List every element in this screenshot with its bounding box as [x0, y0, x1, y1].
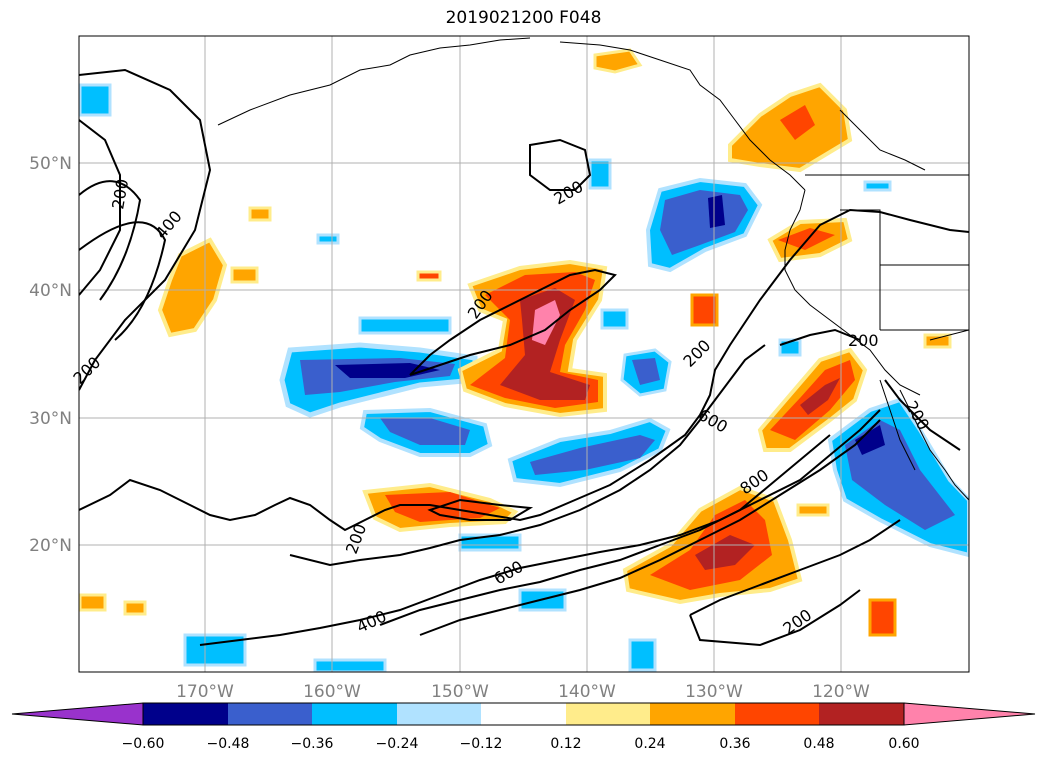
lon-label-150w: 150°W: [431, 682, 489, 702]
lat-label-30n: 30°N: [29, 409, 72, 429]
colorbar-frame: [142, 702, 905, 726]
cold-anomaly-band-core: [530, 435, 655, 475]
height-contours: [79, 68, 969, 647]
warm-anomaly-north-coast-core: [780, 105, 815, 140]
warm-anomaly-southeast-core: [695, 535, 755, 570]
cold-cell: [600, 308, 629, 330]
contour-label: 200: [848, 331, 879, 350]
colorbar-extend-low: [11, 702, 144, 726]
colorbar-tick-label: −0.12: [460, 736, 503, 752]
warm-cell: [416, 270, 442, 282]
colorbar-tick-label: −0.24: [376, 736, 419, 752]
colorbar-extend-high: [903, 702, 1036, 726]
warm-cell: [923, 333, 952, 349]
colorbar-segment: [566, 703, 650, 725]
map-frame: [78, 35, 970, 673]
colorbar-segment: [228, 703, 312, 725]
filled-contours: [79, 48, 969, 672]
colorbar-segment: [650, 703, 735, 725]
lat-label-50n: 50°N: [29, 154, 72, 174]
cold-anomaly-north-deep: [708, 195, 725, 228]
colorbar: −0.60 −0.48 −0.36 −0.24 −0.12 0.12 0.24 …: [11, 702, 1036, 752]
colorbar-tick-label: −0.60: [122, 736, 165, 752]
cold-cell: [79, 83, 112, 117]
colorbar-segment: [819, 703, 904, 725]
warm-anomaly-gulf: [593, 48, 643, 74]
lon-label-160w: 160°W: [303, 682, 361, 702]
lon-label-130w: 130°W: [685, 682, 743, 702]
colorbar-segment: [312, 703, 397, 725]
colorbar-segment: [481, 703, 566, 725]
cold-cell: [316, 233, 340, 245]
lon-label-140w: 140°W: [558, 682, 616, 702]
cold-cell: [863, 180, 892, 192]
warm-cell: [123, 600, 147, 616]
cold-anomaly-north-core: [660, 190, 748, 255]
colorbar-tick-label: 0.12: [550, 736, 581, 752]
map-title: 2019021200 F048: [445, 8, 602, 28]
warm-cell: [690, 293, 719, 327]
lon-label-120w: 120°W: [812, 682, 870, 702]
colorbar-segment: [143, 703, 228, 725]
cold-cell: [358, 316, 452, 335]
latitude-labels: 50°N 40°N 30°N 20°N: [29, 154, 72, 556]
longitude-labels: 170°W 160°W 150°W 140°W 130°W 120°W: [176, 682, 870, 702]
colorbar-tick-label: −0.48: [207, 736, 250, 752]
colorbar-segment: [735, 703, 819, 725]
colorbar-segment: [397, 703, 481, 725]
warm-anomaly-main-peak: [532, 300, 560, 345]
warm-cell: [796, 503, 830, 517]
colorbar-tick-label: 0.48: [803, 736, 834, 752]
lat-label-20n: 20°N: [29, 536, 72, 556]
warm-cell: [230, 266, 259, 284]
colorbar-tick-label: −0.36: [291, 736, 334, 752]
warm-cell: [248, 206, 272, 222]
cold-cell: [588, 158, 612, 190]
lat-label-40n: 40°N: [29, 281, 72, 301]
cold-cell: [628, 638, 657, 672]
warm-anomaly-oregon-core: [778, 228, 835, 250]
cold-anomaly-south-core: [380, 418, 470, 445]
map-gridlines: [79, 36, 969, 672]
cold-anomaly-baja-deep: [855, 425, 885, 455]
colorbar-tick-label: 0.24: [634, 736, 665, 752]
colorbar-tick-label: 0.60: [888, 736, 919, 752]
cold-anomaly-small-core: [632, 358, 660, 385]
warm-anomaly-coast-core: [800, 378, 840, 415]
warm-cell: [79, 593, 107, 612]
warm-cell: [868, 598, 897, 637]
cold-cell: [313, 658, 387, 672]
lon-label-170w: 170°W: [176, 682, 234, 702]
colorbar-tick-label: 0.36: [719, 736, 750, 752]
